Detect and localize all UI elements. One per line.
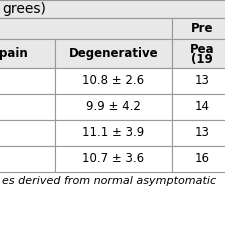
- Bar: [172, 18, 225, 39]
- Bar: [55, 94, 172, 120]
- Bar: [0, 0, 225, 18]
- Bar: [172, 146, 225, 172]
- Text: 11.1 ± 3.9: 11.1 ± 3.9: [82, 126, 145, 140]
- Text: grees): grees): [2, 2, 46, 16]
- Text: 13: 13: [195, 74, 209, 88]
- Bar: [55, 146, 172, 172]
- Bar: [55, 120, 172, 146]
- Bar: [0, 39, 55, 68]
- Text: Degenerative: Degenerative: [69, 47, 158, 60]
- Text: 14: 14: [194, 101, 209, 113]
- Text: pain: pain: [0, 47, 28, 60]
- Bar: [0, 68, 55, 94]
- Bar: [172, 94, 225, 120]
- Bar: [55, 68, 172, 94]
- Text: Pre: Pre: [191, 22, 213, 35]
- Bar: [55, 39, 172, 68]
- Text: Pea: Pea: [190, 43, 214, 56]
- Text: 10.7 ± 3.6: 10.7 ± 3.6: [82, 153, 144, 166]
- Bar: [172, 68, 225, 94]
- Bar: [0, 18, 172, 39]
- Text: es derived from normal asymptomatic: es derived from normal asymptomatic: [2, 176, 216, 186]
- Text: 10.8 ± 2.6: 10.8 ± 2.6: [82, 74, 144, 88]
- Text: 16: 16: [194, 153, 209, 166]
- Bar: [172, 120, 225, 146]
- Bar: [172, 39, 225, 68]
- Text: 9.9 ± 4.2: 9.9 ± 4.2: [86, 101, 141, 113]
- Text: (19: (19: [191, 53, 213, 66]
- Bar: [0, 94, 55, 120]
- Bar: [0, 120, 55, 146]
- Text: 13: 13: [195, 126, 209, 140]
- Bar: [0, 146, 55, 172]
